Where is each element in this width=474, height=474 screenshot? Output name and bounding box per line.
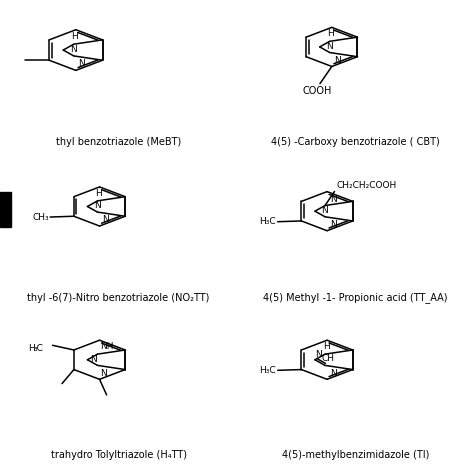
Text: N: N: [102, 215, 109, 224]
Text: 4(5) -Carboxy benzotriazole ( CBT): 4(5) -Carboxy benzotriazole ( CBT): [271, 137, 440, 147]
Text: N: N: [90, 356, 97, 364]
Text: CH: CH: [321, 355, 335, 364]
Text: N: N: [94, 201, 101, 210]
Text: CH₃: CH₃: [32, 212, 49, 221]
Text: H: H: [28, 344, 35, 353]
Text: H₃C: H₃C: [259, 366, 275, 375]
Text: N: N: [100, 369, 107, 378]
Text: H: H: [72, 32, 78, 41]
Text: CH₂CH₂COOH: CH₂CH₂COOH: [337, 181, 397, 190]
Text: H₃C: H₃C: [259, 217, 275, 226]
Bar: [0, 192, 10, 227]
Text: H: H: [95, 189, 102, 198]
Text: N: N: [330, 220, 337, 229]
Text: N: N: [79, 59, 85, 68]
Text: H: H: [323, 342, 329, 351]
Text: 4(5) Methyl -1- Propionic acid (TT_AA): 4(5) Methyl -1- Propionic acid (TT_AA): [263, 292, 448, 303]
Text: N: N: [326, 42, 333, 51]
Text: trahydro Tolyltriazole (H₄TT): trahydro Tolyltriazole (H₄TT): [51, 450, 186, 460]
Text: COOH: COOH: [303, 86, 332, 96]
Text: N: N: [330, 368, 337, 377]
Text: thyl benzotriazole (MeBT): thyl benzotriazole (MeBT): [56, 137, 181, 147]
Text: thyl -6(7)-Nitro benzotriazole (NO₂TT): thyl -6(7)-Nitro benzotriazole (NO₂TT): [27, 293, 210, 303]
Text: N: N: [321, 206, 328, 215]
Text: N: N: [70, 45, 77, 54]
Text: 4(5)-methylbenzimidazole (TI): 4(5)-methylbenzimidazole (TI): [282, 450, 429, 460]
Text: N: N: [330, 195, 337, 204]
Text: ₃C: ₃C: [33, 344, 43, 353]
Text: N: N: [335, 55, 341, 64]
Text: NH: NH: [100, 342, 113, 351]
Text: H: H: [328, 29, 334, 38]
Text: N: N: [315, 350, 321, 359]
